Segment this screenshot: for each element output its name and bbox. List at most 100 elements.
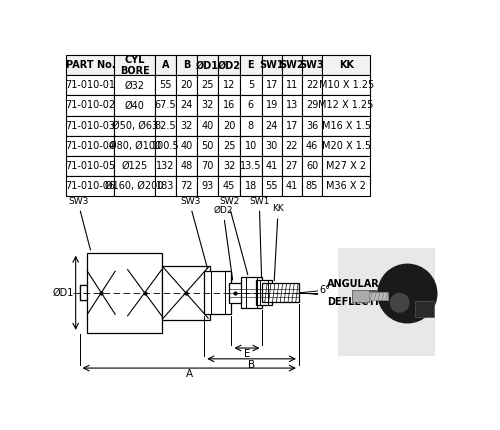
Text: Ø160, Ø200: Ø160, Ø200: [106, 181, 164, 190]
Text: PART No.: PART No.: [66, 61, 115, 71]
Text: 17: 17: [286, 120, 298, 131]
Bar: [262, 76, 282, 95]
Bar: [302, 175, 322, 196]
Bar: [218, 116, 240, 135]
Text: 70: 70: [201, 160, 213, 171]
Bar: [415, 301, 434, 316]
Text: 71-010-03: 71-010-03: [66, 120, 116, 131]
Bar: [80, 285, 88, 301]
Text: 45: 45: [223, 181, 235, 190]
Bar: [262, 55, 282, 76]
Bar: [114, 175, 154, 196]
Bar: [114, 95, 154, 116]
Bar: [240, 116, 262, 135]
Text: SW3: SW3: [300, 61, 324, 71]
Text: A: A: [186, 369, 193, 379]
Bar: [80, 285, 88, 301]
Text: 71-010-06: 71-010-06: [66, 181, 116, 190]
Text: 71-010-05: 71-010-05: [66, 160, 116, 171]
Bar: [218, 135, 240, 156]
Text: 29: 29: [306, 101, 318, 111]
Bar: [322, 76, 370, 95]
Text: 100.5: 100.5: [152, 141, 180, 150]
Text: 22: 22: [286, 141, 298, 150]
Bar: [262, 95, 282, 116]
Bar: [154, 55, 176, 76]
Bar: [176, 175, 197, 196]
Bar: [262, 135, 282, 156]
Text: 72: 72: [180, 181, 193, 190]
Text: 40: 40: [180, 141, 192, 150]
Text: 71-010-02: 71-010-02: [66, 101, 116, 111]
Text: E: E: [248, 61, 254, 71]
Bar: [66, 55, 114, 76]
Bar: [114, 116, 154, 135]
Text: 6: 6: [248, 101, 254, 111]
Text: SW1: SW1: [249, 197, 270, 278]
Bar: [154, 76, 176, 95]
Bar: [218, 76, 240, 95]
Text: 32: 32: [201, 101, 213, 111]
Text: 50: 50: [201, 141, 213, 150]
Text: 183: 183: [156, 181, 175, 190]
Bar: [256, 280, 272, 305]
Bar: [262, 175, 282, 196]
Text: Ø50, Ø63: Ø50, Ø63: [112, 120, 158, 131]
Bar: [196, 76, 218, 95]
Bar: [66, 156, 114, 175]
Text: M10 X 1.25: M10 X 1.25: [318, 80, 374, 90]
Bar: [66, 116, 114, 135]
Text: M36 X 2: M36 X 2: [326, 181, 366, 190]
Bar: [218, 95, 240, 116]
Text: 17: 17: [266, 80, 278, 90]
Bar: [361, 290, 376, 298]
Text: SW2: SW2: [219, 197, 248, 275]
Text: 32: 32: [223, 160, 235, 171]
Text: 8: 8: [248, 120, 254, 131]
Bar: [154, 156, 176, 175]
Bar: [196, 95, 218, 116]
Text: ØD2: ØD2: [218, 61, 240, 71]
Text: 32: 32: [180, 120, 192, 131]
Text: 132: 132: [156, 160, 175, 171]
Bar: [282, 135, 302, 156]
Bar: [229, 283, 246, 303]
Bar: [218, 156, 240, 175]
Text: CYL
BORE: CYL BORE: [120, 55, 150, 76]
Bar: [282, 156, 302, 175]
Bar: [302, 76, 322, 95]
Text: ØD1: ØD1: [196, 61, 219, 71]
Bar: [114, 156, 154, 175]
Bar: [176, 55, 197, 76]
Bar: [282, 55, 302, 76]
Bar: [196, 135, 218, 156]
Text: Ø125: Ø125: [122, 160, 148, 171]
Bar: [240, 76, 262, 95]
Text: KK: KK: [272, 204, 284, 281]
Text: 67.5: 67.5: [155, 101, 176, 111]
Circle shape: [378, 264, 437, 323]
Bar: [218, 55, 240, 76]
Text: 6°: 6°: [319, 286, 330, 295]
Text: SW3: SW3: [68, 197, 90, 250]
Text: 13: 13: [286, 101, 298, 111]
Bar: [302, 55, 322, 76]
Bar: [196, 116, 218, 135]
Bar: [66, 76, 114, 95]
Text: 40: 40: [202, 120, 213, 131]
Text: ANGULAR: ANGULAR: [327, 279, 380, 289]
Bar: [282, 95, 302, 116]
Bar: [368, 292, 388, 300]
Bar: [176, 156, 197, 175]
Bar: [66, 95, 114, 116]
Bar: [114, 55, 154, 76]
Text: 55: 55: [160, 80, 172, 90]
Bar: [196, 156, 218, 175]
Text: 13.5: 13.5: [240, 160, 262, 171]
Text: 18: 18: [244, 181, 257, 190]
Text: 71-010-01: 71-010-01: [66, 80, 116, 90]
Bar: [240, 135, 262, 156]
Text: 82.5: 82.5: [155, 120, 176, 131]
Text: 24: 24: [180, 101, 192, 111]
Bar: [262, 283, 299, 302]
